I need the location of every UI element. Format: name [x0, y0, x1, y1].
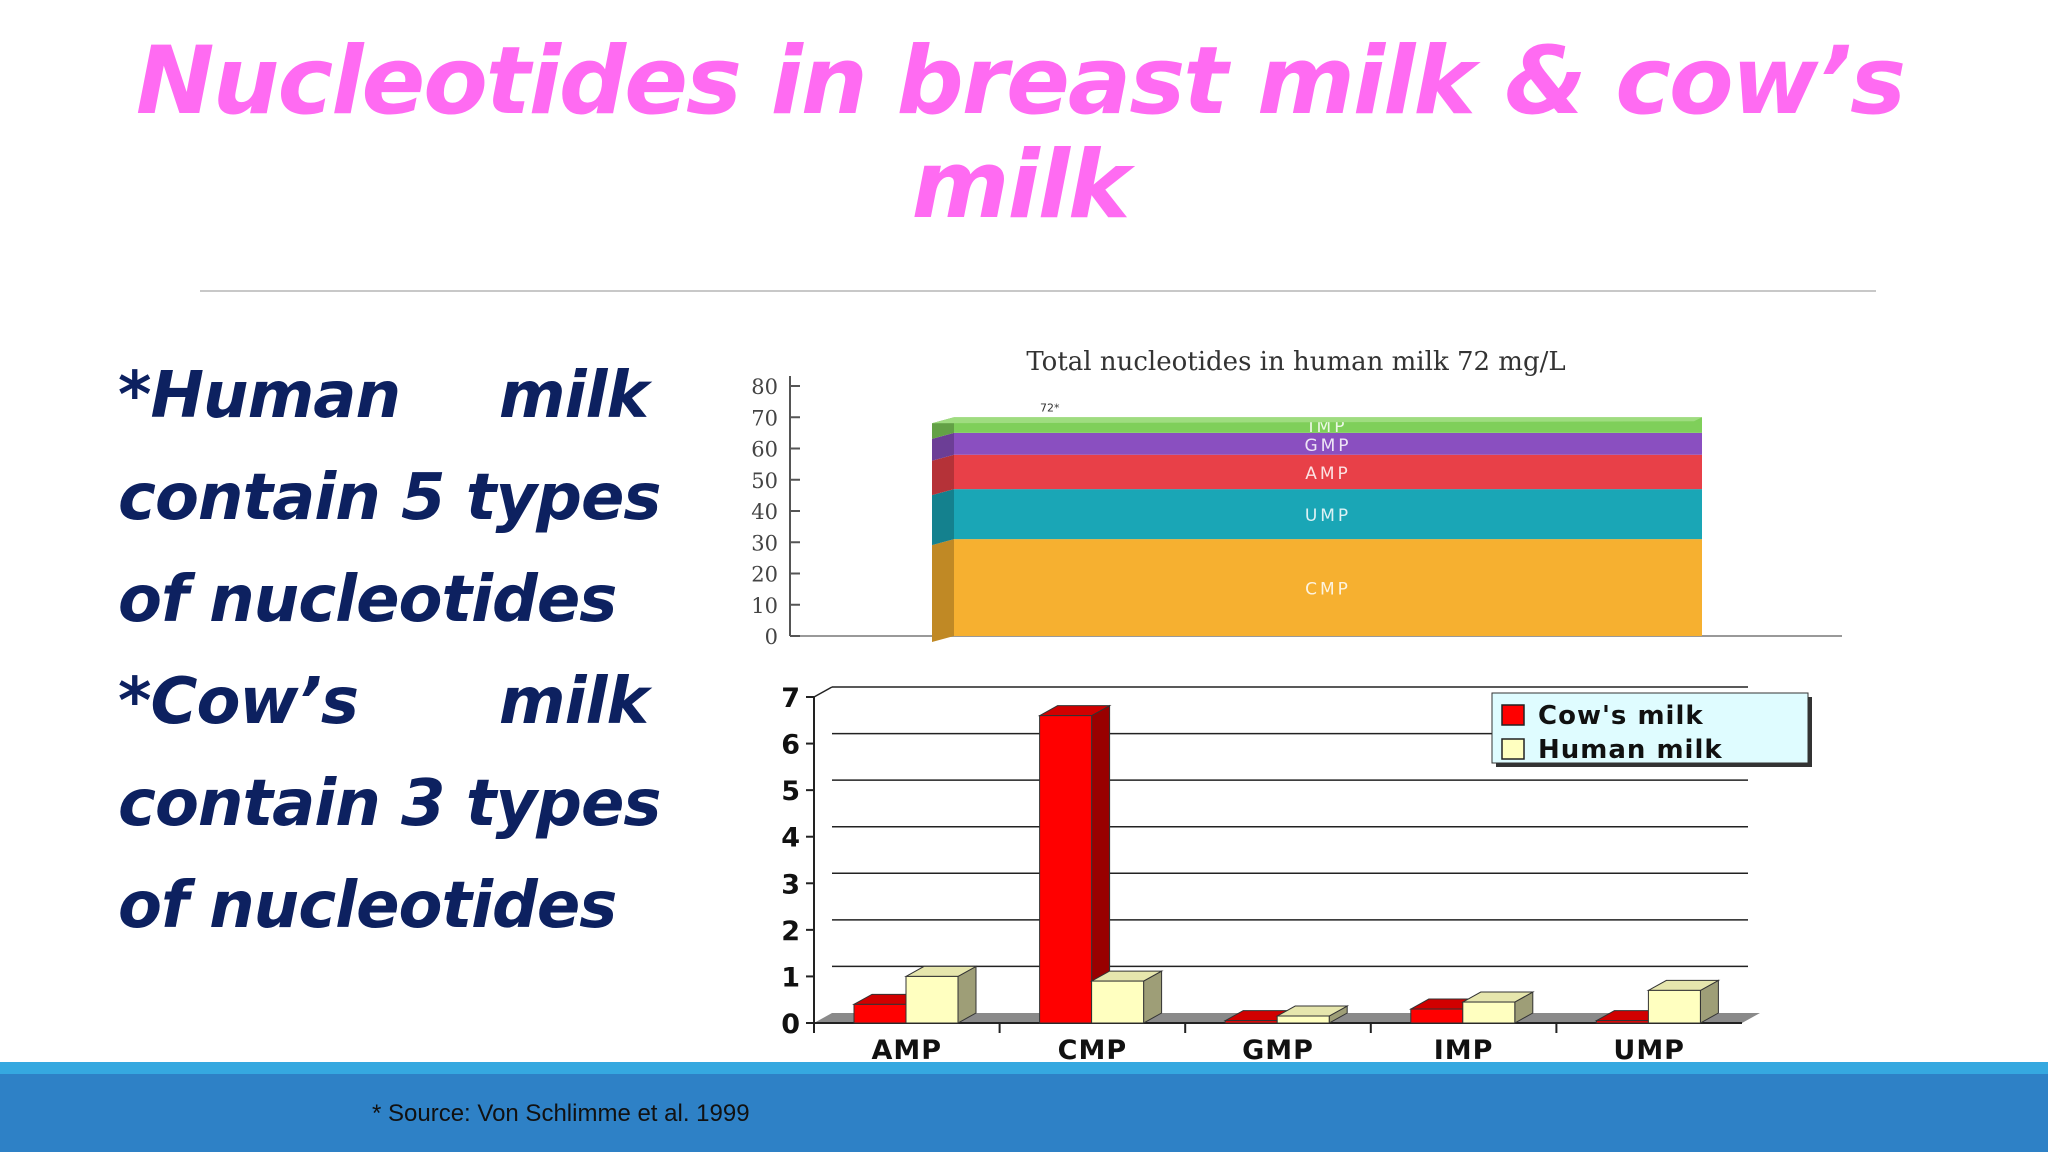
y-tick-label: 0 [765, 625, 778, 649]
bullet-word: contain 5 types [118, 461, 661, 535]
y-tick-label: 10 [751, 594, 778, 618]
bar-cows-milk [1039, 715, 1093, 1024]
stack-segment-side [932, 539, 954, 642]
stack-segment [954, 539, 1702, 636]
total-annotation: 72* [1040, 401, 1060, 414]
bar-human-milk [1091, 980, 1145, 1024]
bullet-word: milk [498, 359, 649, 433]
slide-title: Nucleotides in breast milk & cow’s milk [100, 30, 1940, 238]
chart-title: Total nucleotides in human milk 72 mg/L [1026, 347, 1565, 377]
title-line: milk [911, 131, 1131, 240]
bar-cows-milk [1410, 1008, 1464, 1024]
bullet-word: *Human [118, 359, 401, 433]
stack-segment-side [932, 432, 954, 461]
source-citation: * Source: Von Schlimme et al. 1999 [372, 1100, 750, 1127]
y-tick-label: 6 [781, 730, 800, 761]
stack-segment-label: UMP [1305, 506, 1351, 526]
y-tick-label: 50 [751, 469, 778, 493]
bar-cows-milk [853, 1003, 907, 1024]
x-tick-label: CMP [1058, 1035, 1127, 1066]
y-tick-label: 40 [751, 500, 778, 524]
bar-human-milk [1276, 1015, 1330, 1024]
footer-accent-line [0, 1062, 2048, 1074]
y-tick-label: 60 [751, 438, 778, 462]
x-tick-label: AMP [872, 1035, 943, 1066]
y-tick-label: 1 [781, 962, 800, 993]
bullet-line: *Human milk [118, 345, 649, 447]
x-tick-label: GMP [1242, 1035, 1314, 1066]
stack-segment-label: AMP [1305, 464, 1351, 484]
y-tick-label: 30 [751, 531, 778, 555]
stacked-nucleotide-chart: Total nucleotides in human milk 72 mg/L 0… [751, 347, 1842, 649]
legend [1491, 692, 1809, 764]
title-line: Nucleotides in breast milk & cow’s [135, 27, 1906, 136]
bullet-word: of nucleotides [118, 869, 617, 943]
bar-cows-milk [1595, 1020, 1649, 1024]
stack-segment-side [932, 454, 954, 496]
axis-depth [813, 686, 833, 698]
stack-segment-side [932, 489, 954, 546]
stack-top-face [932, 417, 1702, 424]
y-tick-label: 4 [781, 823, 800, 854]
bar-human-milk [1462, 1001, 1516, 1024]
x-tick-label: UMP [1613, 1035, 1685, 1066]
y-tick-label: 20 [751, 563, 778, 587]
cow-vs-human-bar-chart: 0 1 2 3 4 5 6 7 AMP CMP GMP IMP UMP Cow's milk Human m… [781, 683, 1812, 1066]
footer-band [0, 1074, 2048, 1152]
bullet-word: contain 3 types [118, 767, 661, 841]
bar-cows-milk [1224, 1020, 1278, 1024]
y-tick-label: 7 [781, 683, 800, 714]
bullet-word: of nucleotides [118, 563, 617, 637]
bullet-word: milk [498, 665, 649, 739]
legend-label: Human milk [1538, 735, 1723, 765]
stack-segment [954, 454, 1702, 490]
y-tick-label: 0 [781, 1009, 800, 1040]
y-tick-label: 70 [751, 406, 778, 430]
bullet-line: *Cow’s milk [118, 651, 649, 753]
bar-human-milk [905, 975, 959, 1024]
bar-human-milk [1647, 989, 1701, 1024]
stack-segment-label: CMP [1305, 580, 1351, 600]
bullet-text: *Human milk contain 5 types of nucleotides *… [118, 345, 661, 957]
x-tick-label: IMP [1434, 1035, 1494, 1066]
bullet-line: of nucleotides [118, 549, 648, 651]
y-tick-label: 5 [781, 776, 800, 807]
y-tick-label: 2 [781, 916, 800, 947]
legend-swatch [1501, 704, 1525, 726]
stack-segment [954, 432, 1702, 455]
title-divider [200, 290, 1876, 292]
bullet-word: *Cow’s [118, 665, 359, 739]
bullet-line: of nucleotides [118, 855, 648, 957]
legend-label: Cow's milk [1538, 701, 1704, 731]
y-tick-label: 80 [751, 375, 778, 399]
bullet-line: contain 5 types [118, 447, 661, 549]
legend-swatch [1501, 738, 1525, 760]
stack-segment-label: GMP [1304, 436, 1351, 456]
bullet-line: contain 3 types [118, 753, 661, 855]
stack-segment [954, 489, 1702, 540]
y-tick-label: 3 [781, 869, 800, 900]
